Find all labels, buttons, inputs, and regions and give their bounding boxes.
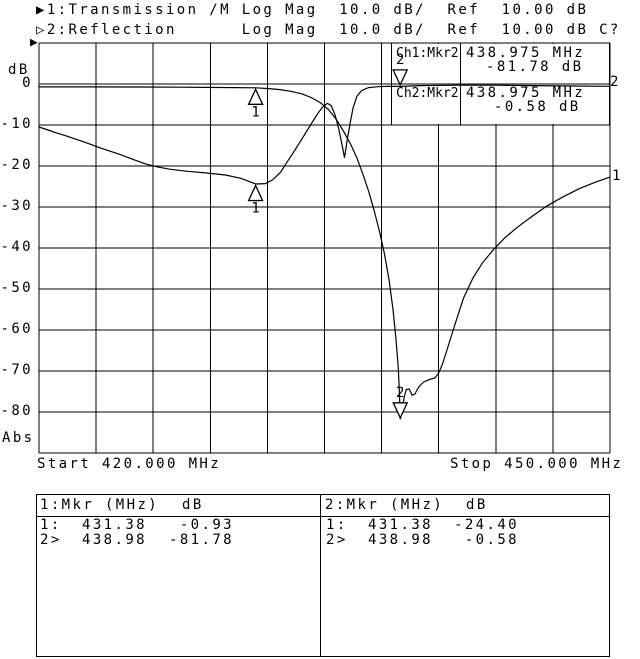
channel2-header: ▷2:Reflection Log Mag 10.0 dB/ Ref 10.00… (36, 23, 621, 37)
channel1-active-icon: ▶ (36, 2, 47, 18)
marker-2-ch2-label: 2 (396, 52, 404, 68)
marker-1-ch1-triangle (247, 87, 264, 105)
ch2-row1-freq: 431.38 (368, 517, 433, 533)
ch2-readout-value: -0.58 dB (494, 99, 581, 115)
ch1-row2-value: -81.78 (169, 532, 234, 548)
plot-markers: 1 1 2 2 (247, 52, 409, 420)
ch2-table-title: 2:Mkr (MHz) (325, 497, 445, 513)
ch2-row2-value: -0.58 (464, 532, 519, 548)
marker-2-ch2-triangle (392, 69, 409, 87)
marker-2-ch1-triangle (392, 402, 409, 420)
ch1-row1-id: 1: (40, 517, 62, 533)
ch1-row1-value: -0.93 (179, 517, 234, 533)
trace2-end-label: 2 (610, 74, 621, 90)
marker-1-ch1-label: 1 (251, 104, 259, 120)
y-axis-unit: dB (8, 62, 30, 78)
ref-level-indicator-icon: ▶ (30, 35, 41, 50)
marker-1-ch2-triangle (247, 184, 264, 202)
marker-table-divider (320, 495, 321, 656)
y-tick-60: -60 (0, 321, 33, 337)
channel1-header: ▶1:Transmission /M Log Mag 10.0 dB/ Ref … (36, 3, 588, 17)
marker-1-ch2-label: 1 (251, 201, 259, 217)
y-tick-70: -70 (0, 362, 33, 378)
ch1-row2-freq: 438.98 (82, 532, 147, 548)
y-tick-80: -80 (0, 403, 33, 419)
y-axis-bottom-note: Abs (2, 430, 35, 446)
trace-reflection (38, 84, 611, 185)
marker-table-header-rule (37, 516, 609, 517)
ch2-readout-label: Ch2:Mkr2 (396, 86, 459, 101)
ch1-readout-freq: 438.975 MHz (466, 45, 586, 61)
ch2-row1-value: -24.40 (454, 517, 519, 533)
ch1-row1-freq: 431.38 (82, 517, 147, 533)
y-tick-20: -20 (0, 157, 33, 173)
y-tick-50: -50 (0, 280, 33, 296)
y-tick-40: -40 (0, 239, 33, 255)
ch1-table-unit: dB (182, 497, 204, 513)
start-frequency-label: Start 420.000 MHz (37, 456, 222, 472)
channel2-header-text: 2:Reflection Log Mag 10.0 dB/ Ref 10.00 … (46, 22, 621, 38)
y-tick-10: -10 (0, 116, 33, 132)
ch1-readout-label: Ch1:Mkr2 (396, 46, 459, 61)
ch2-row2-id: 2> (326, 532, 348, 548)
ch1-readout-value: -81.78 dB (486, 59, 584, 75)
channel2-inactive-icon: ▷ (36, 22, 47, 38)
marker-table: 1:Mkr (MHz) dB 1: 431.38 -0.93 2> 438.98… (36, 494, 610, 657)
marker-readout-box (391, 43, 610, 125)
ch2-table-unit: dB (466, 497, 488, 513)
y-tick-30: -30 (0, 198, 33, 214)
ch1-table-title: 1:Mkr (MHz) (40, 497, 160, 513)
ch2-readout-freq: 438.975 MHz (466, 85, 586, 101)
ch2-row2-freq: 438.98 (368, 532, 433, 548)
stop-frequency-label: Stop 450.000 MHz (450, 456, 624, 472)
trace1-end-label: 1 (612, 168, 623, 184)
channel1-header-text: 1:Transmission /M Log Mag 10.0 dB/ Ref 1… (46, 2, 589, 18)
y-tick-0: 0 (22, 75, 33, 91)
ch2-row1-id: 1: (326, 517, 348, 533)
marker-2-ch1-label: 2 (396, 385, 404, 401)
ch1-row2-id: 2> (40, 532, 62, 548)
